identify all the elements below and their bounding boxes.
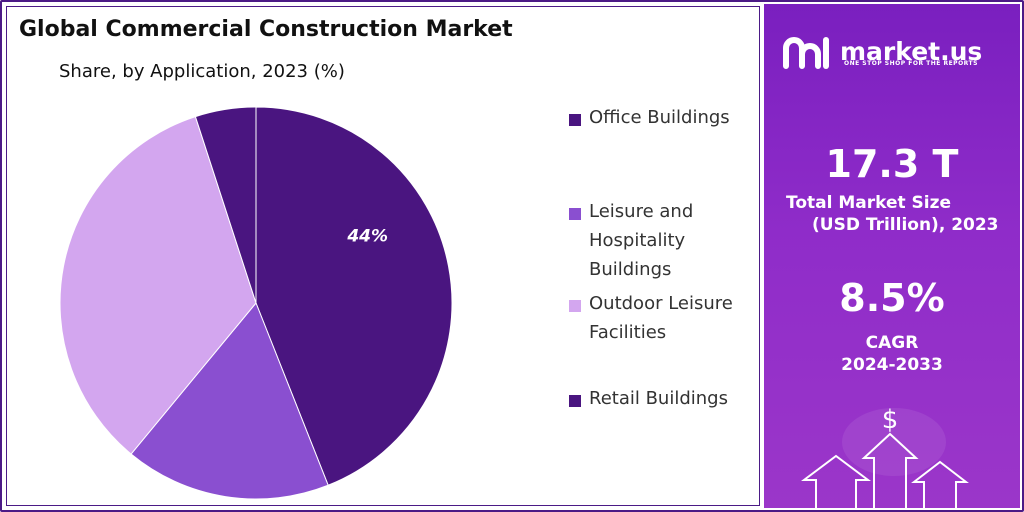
pie-slice-retail-buildings [194, 106, 257, 304]
cagr-label: CAGR [865, 333, 919, 353]
summary-panel: market.us ONE STOP SHOP FOR THE REPORTS … [764, 4, 1020, 508]
legend-item-office-buildings: Office Buildings [569, 107, 759, 132]
arrow-up-icon [911, 460, 969, 508]
legend-swatch [569, 208, 581, 220]
brand-name: market.us [840, 37, 983, 66]
cagr-period: 2024-2033 [841, 355, 943, 375]
legend-label: Leisure and [589, 201, 694, 222]
chart-subtitle: Share, by Application, 2023 (%) [59, 61, 345, 82]
arrow-up-icon [801, 454, 871, 508]
legend-item-outdoor-leisure: Outdoor Leisure Facilities [569, 293, 759, 347]
arrow-up-icon [861, 432, 919, 508]
market-us-logo-icon [783, 37, 829, 69]
legend-swatch [569, 114, 581, 126]
brand-logo: market.us [782, 34, 982, 70]
legend-label: Hospitality [589, 230, 686, 251]
legend-label: Buildings [589, 259, 672, 280]
pie-slice-leisure-and-hospitality-buildings [130, 302, 329, 500]
legend-item-retail-buildings: Retail Buildings [569, 388, 759, 413]
market-size-label: Total Market Size [786, 193, 952, 213]
legend-label: Retail Buildings [589, 388, 728, 409]
legend-swatch [569, 300, 581, 312]
legend-label: Facilities [589, 322, 667, 343]
pie-data-label: 44% [346, 227, 388, 247]
pie-slice-office-buildings [255, 106, 453, 486]
chart-panel: Global Commercial Construction Market Sh… [6, 6, 760, 506]
legend-label: Outdoor Leisure [589, 293, 733, 314]
cagr-value: 8.5% [839, 276, 945, 320]
pie-slice-outdoor-leisure-facilities [59, 115, 257, 455]
chart-title: Global Commercial Construction Market [19, 17, 513, 42]
brand-tagline: ONE STOP SHOP FOR THE REPORTS [844, 60, 978, 67]
dollar-icon: $ [882, 405, 899, 435]
market-size-label: (USD Trillion), 2023 [812, 215, 999, 235]
pie-chart: 44% [59, 106, 453, 500]
growth-arrows-illustration: $ [801, 405, 969, 508]
market-size-value: 17.3 T [825, 142, 959, 186]
legend-item-leisure-hospitality: Leisure and Hospitality Buildings [569, 201, 759, 284]
legend-swatch [569, 395, 581, 407]
legend-label: Office Buildings [589, 107, 730, 128]
